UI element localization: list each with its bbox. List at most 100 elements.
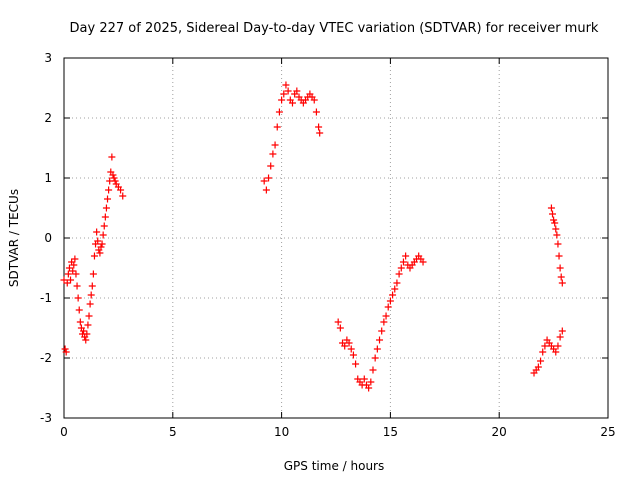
- data-point: [369, 366, 377, 374]
- data-point: [280, 90, 288, 98]
- data-point: [87, 291, 95, 299]
- data-point: [62, 348, 70, 356]
- data-point: [273, 123, 281, 131]
- data-point: [288, 99, 296, 107]
- data-point: [271, 141, 279, 149]
- data-point: [419, 258, 427, 266]
- data-point: [550, 216, 558, 224]
- data-point: [312, 108, 320, 116]
- data-point: [402, 252, 410, 260]
- data-point: [345, 339, 353, 347]
- data-point: [117, 186, 125, 194]
- data-point: [80, 327, 88, 335]
- data-point: [384, 303, 392, 311]
- y-tick-label: -2: [40, 351, 52, 365]
- data-point: [262, 186, 270, 194]
- data-point: [393, 279, 401, 287]
- data-point: [94, 237, 102, 245]
- data-point: [310, 96, 318, 104]
- data-point: [360, 375, 368, 383]
- data-point: [265, 174, 273, 182]
- data-point: [557, 273, 565, 281]
- data-point: [334, 318, 342, 326]
- data-point: [108, 153, 116, 161]
- data-point: [551, 219, 559, 227]
- data-point: [83, 330, 91, 338]
- data-point: [547, 204, 555, 212]
- data-point: [74, 294, 82, 302]
- data-point: [349, 351, 357, 359]
- data-point: [315, 123, 323, 131]
- data-point: [556, 264, 564, 272]
- data-point: [537, 357, 545, 365]
- data-point: [102, 204, 110, 212]
- data-point: [352, 360, 360, 368]
- series-segment-5: [547, 204, 566, 287]
- data-point: [554, 240, 562, 248]
- data-point: [399, 258, 407, 266]
- y-axis-ticks: -3 -2 -1 0 1 2 3: [40, 51, 608, 425]
- data-point: [534, 363, 542, 371]
- x-axis-ticks: 0 5 10 15 20 25: [60, 58, 616, 439]
- data-point: [99, 231, 107, 239]
- data-point: [69, 267, 77, 275]
- data-point: [389, 291, 397, 299]
- data-point: [71, 255, 79, 263]
- data-point: [72, 270, 80, 278]
- x-tick-label: 0: [60, 425, 68, 439]
- data-points: [60, 81, 566, 392]
- data-point: [386, 297, 394, 305]
- data-point: [541, 342, 549, 350]
- data-point: [98, 240, 106, 248]
- data-point: [88, 282, 96, 290]
- data-point: [316, 129, 324, 137]
- data-point: [97, 243, 105, 251]
- series-segment-1: [60, 153, 127, 356]
- data-point: [558, 279, 566, 287]
- data-point: [278, 96, 286, 104]
- data-point: [90, 252, 98, 260]
- data-point: [341, 342, 349, 350]
- series-segment-4: [530, 327, 566, 377]
- data-point: [395, 270, 403, 278]
- data-point: [552, 348, 560, 356]
- data-point: [119, 192, 127, 200]
- y-tick-label: 0: [44, 231, 52, 245]
- data-point: [100, 222, 108, 230]
- x-tick-label: 5: [169, 425, 177, 439]
- y-tick-label: 2: [44, 111, 52, 125]
- data-point: [110, 174, 118, 182]
- y-tick-label: -1: [40, 291, 52, 305]
- data-point: [549, 210, 557, 218]
- y-axis-label: SDTVAR / TECUs: [7, 189, 21, 287]
- data-point: [391, 285, 399, 293]
- data-point: [67, 276, 75, 284]
- data-point: [365, 384, 373, 392]
- data-point: [558, 327, 566, 335]
- y-tick-label: 3: [44, 51, 52, 65]
- data-point: [336, 324, 344, 332]
- data-point: [382, 312, 390, 320]
- data-point: [63, 279, 71, 287]
- data-point: [269, 150, 277, 158]
- grid-lines: [64, 58, 608, 418]
- data-point: [101, 213, 109, 221]
- x-tick-label: 10: [274, 425, 289, 439]
- y-tick-label: -3: [40, 411, 52, 425]
- data-point: [73, 282, 81, 290]
- data-point: [539, 348, 547, 356]
- data-point: [554, 342, 562, 350]
- data-point: [347, 345, 355, 353]
- data-point: [104, 195, 112, 203]
- data-point: [76, 318, 84, 326]
- data-point: [61, 345, 69, 353]
- data-point: [373, 345, 381, 353]
- y-tick-label: 1: [44, 171, 52, 185]
- data-point: [553, 231, 561, 239]
- data-point: [105, 186, 113, 194]
- series-segment-3: [334, 252, 427, 392]
- data-point: [89, 270, 97, 278]
- data-point: [267, 162, 275, 170]
- series-segment-2: [260, 81, 324, 194]
